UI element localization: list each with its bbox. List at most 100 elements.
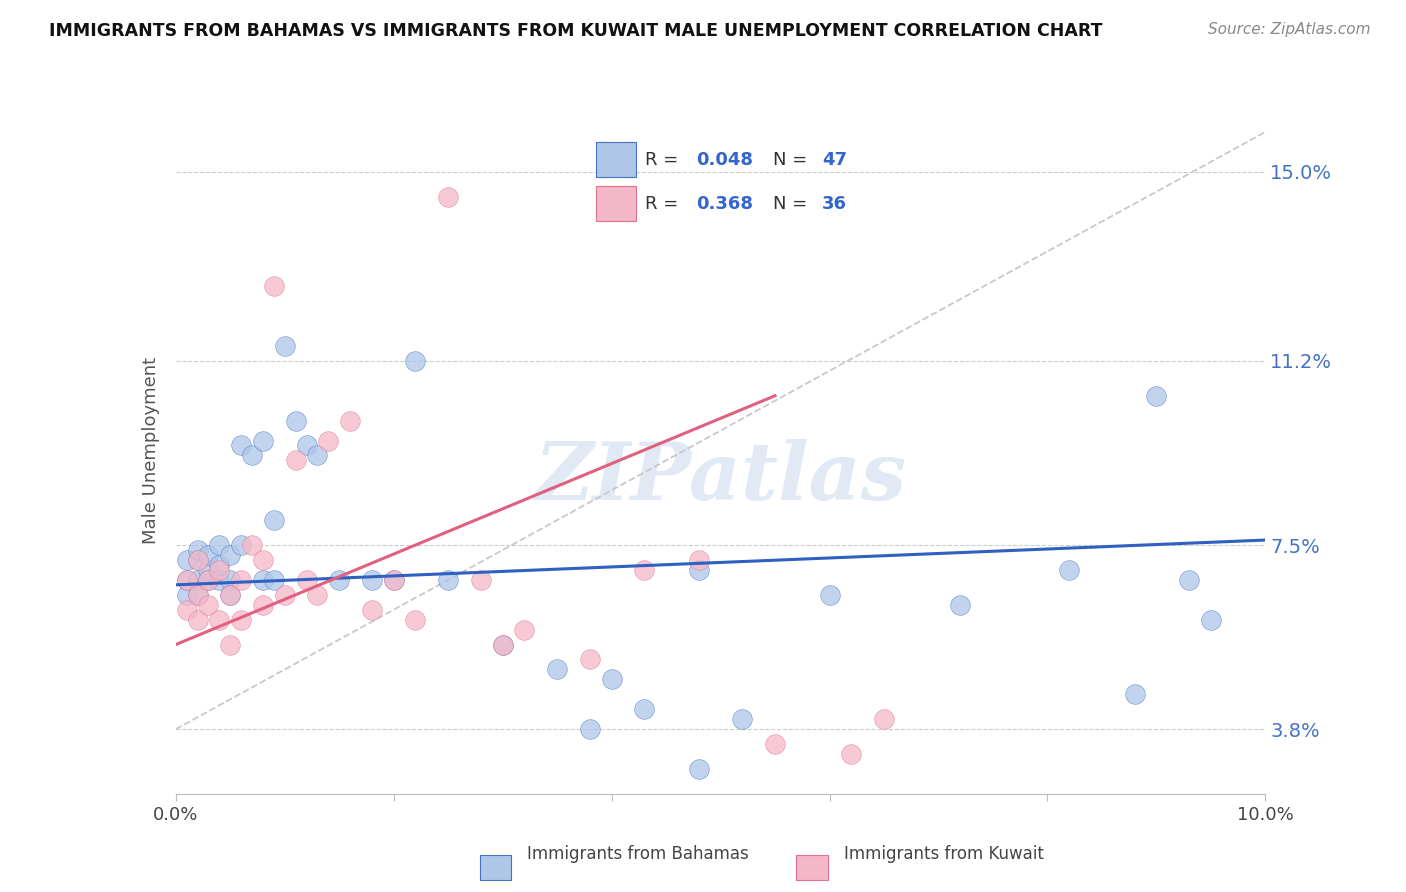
Point xyxy=(231,573,253,587)
Point xyxy=(284,414,307,428)
Point xyxy=(176,603,198,617)
Point xyxy=(186,573,209,587)
Point xyxy=(1057,563,1080,577)
Point xyxy=(274,339,297,353)
Point xyxy=(274,588,297,602)
Point xyxy=(231,613,253,627)
Point xyxy=(295,438,318,452)
Point xyxy=(873,712,896,726)
Point xyxy=(546,663,568,677)
Point xyxy=(949,598,972,612)
Point xyxy=(263,573,285,587)
Point xyxy=(186,553,209,567)
Point xyxy=(208,613,231,627)
Point xyxy=(240,538,263,552)
Text: Source: ZipAtlas.com: Source: ZipAtlas.com xyxy=(1208,22,1371,37)
Point xyxy=(688,563,710,577)
Point xyxy=(219,588,242,602)
Point xyxy=(339,414,361,428)
Point xyxy=(579,722,602,736)
Point xyxy=(295,573,318,587)
Point xyxy=(219,638,242,652)
Bar xyxy=(596,142,636,177)
Point xyxy=(633,702,655,716)
Text: 0.368: 0.368 xyxy=(696,194,754,213)
Point xyxy=(284,453,307,467)
Point xyxy=(492,638,515,652)
Bar xyxy=(796,855,828,880)
Point xyxy=(1178,573,1201,587)
Point xyxy=(186,588,209,602)
Point xyxy=(841,747,863,761)
Point xyxy=(197,573,219,587)
Point xyxy=(579,652,602,666)
Point xyxy=(307,449,329,463)
Point xyxy=(318,434,340,448)
Point xyxy=(186,588,209,602)
Point xyxy=(231,538,253,552)
Point xyxy=(176,588,198,602)
Point xyxy=(197,563,219,577)
Point xyxy=(360,573,382,587)
Point xyxy=(405,354,427,368)
Point xyxy=(382,573,405,587)
Point xyxy=(197,548,219,562)
Text: Immigrants from Kuwait: Immigrants from Kuwait xyxy=(844,845,1043,863)
Point xyxy=(186,543,209,558)
Point xyxy=(470,573,492,587)
Text: 36: 36 xyxy=(821,194,846,213)
Point xyxy=(176,573,198,587)
Text: R =: R = xyxy=(645,194,683,213)
Point xyxy=(176,553,198,567)
Point xyxy=(208,558,231,572)
Point xyxy=(197,598,219,612)
Bar xyxy=(596,186,636,221)
Point xyxy=(219,573,242,587)
Point xyxy=(176,573,198,587)
Point xyxy=(328,573,350,587)
Text: 0.048: 0.048 xyxy=(696,151,754,169)
Point xyxy=(252,553,274,567)
Point xyxy=(197,573,219,587)
Point xyxy=(731,712,754,726)
Point xyxy=(307,588,329,602)
Y-axis label: Male Unemployment: Male Unemployment xyxy=(142,357,160,544)
Point xyxy=(263,513,285,527)
Text: R =: R = xyxy=(645,151,683,169)
Text: N =: N = xyxy=(773,194,813,213)
Point xyxy=(263,279,285,293)
Text: 47: 47 xyxy=(821,151,846,169)
Point xyxy=(437,189,460,203)
Point xyxy=(633,563,655,577)
Point xyxy=(208,573,231,587)
Text: Immigrants from Bahamas: Immigrants from Bahamas xyxy=(527,845,749,863)
Point xyxy=(219,548,242,562)
Point xyxy=(186,553,209,567)
Point xyxy=(219,588,242,602)
Point xyxy=(186,613,209,627)
Point xyxy=(492,638,515,652)
Point xyxy=(231,438,253,452)
Text: IMMIGRANTS FROM BAHAMAS VS IMMIGRANTS FROM KUWAIT MALE UNEMPLOYMENT CORRELATION : IMMIGRANTS FROM BAHAMAS VS IMMIGRANTS FR… xyxy=(49,22,1102,40)
Point xyxy=(252,434,274,448)
Point xyxy=(763,737,786,751)
Point xyxy=(382,573,405,587)
Point xyxy=(1123,687,1146,701)
Point xyxy=(208,538,231,552)
Point xyxy=(208,563,231,577)
Point xyxy=(818,588,841,602)
Point xyxy=(240,449,263,463)
Point xyxy=(1199,613,1222,627)
Point xyxy=(1144,389,1167,403)
Point xyxy=(252,598,274,612)
Point xyxy=(360,603,382,617)
Point xyxy=(688,762,710,776)
Text: ZIPatlas: ZIPatlas xyxy=(534,439,907,516)
Point xyxy=(437,573,460,587)
Bar xyxy=(479,855,512,880)
Point xyxy=(688,553,710,567)
Point xyxy=(405,613,427,627)
Point xyxy=(513,623,536,637)
Point xyxy=(600,673,623,687)
Text: N =: N = xyxy=(773,151,813,169)
